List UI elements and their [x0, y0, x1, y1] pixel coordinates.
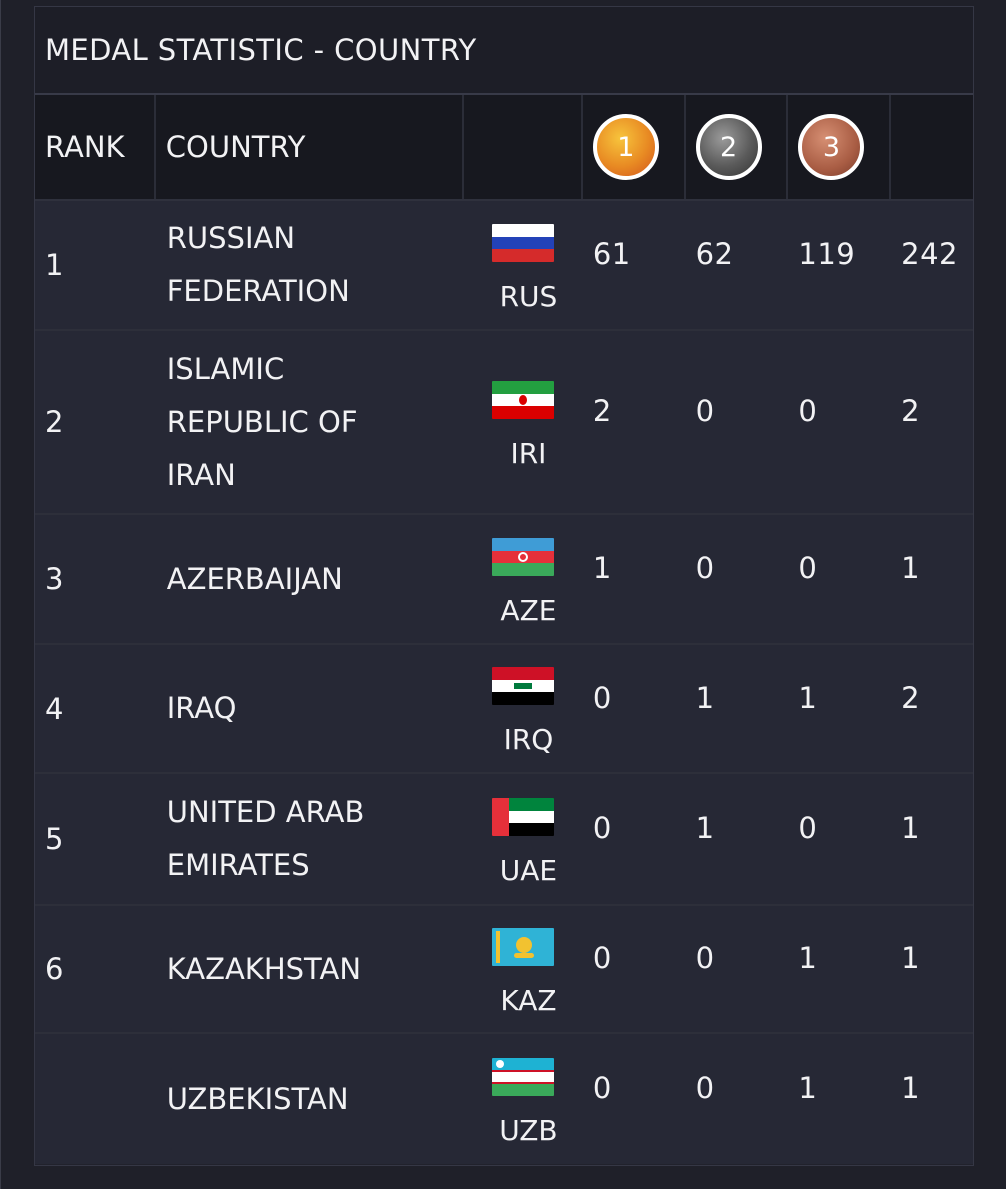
silver-count: 0 [695, 1071, 715, 1105]
total-count: 1 [901, 811, 921, 845]
table-row[interactable]: 6 KAZAKHSTAN KAZ 0 0 1 1 [35, 906, 973, 1034]
flag-cell: UAE [464, 774, 583, 904]
kazakhstan-flag-icon [492, 927, 555, 966]
bronze-count: 0 [798, 551, 818, 585]
country-header-label: COUNTRY [165, 130, 306, 164]
gold-medal-icon: 1 [592, 114, 659, 180]
silver-header[interactable]: 2 [686, 95, 789, 199]
flag-header [464, 95, 583, 199]
iraq-flag-icon [492, 667, 555, 705]
country-cell: UZBEKISTAN [156, 1034, 464, 1164]
bronze-count: 0 [798, 811, 818, 845]
country-code: IRQ [503, 723, 554, 756]
silver-count: 0 [695, 551, 715, 585]
medal-statistic-panel: MEDAL STATISTIC - COUNTRY RANK COUNTRY 1… [34, 6, 974, 1166]
gold-count: 2 [592, 394, 612, 428]
country-name: RUSSIAN FEDERATION [166, 221, 350, 308]
table-row[interactable]: 4 IRAQ IRQ 0 1 1 2 [35, 645, 973, 774]
silver-count: 1 [695, 680, 715, 715]
bronze-medal-icon: 3 [798, 114, 865, 180]
flag-cell: RUS [464, 201, 583, 329]
flag-cell: KAZ [464, 906, 583, 1032]
rank-cell: 1 [45, 248, 64, 282]
rank-header-label: RANK [45, 130, 125, 164]
bronze-count: 119 [798, 237, 856, 271]
rank-cell: 6 [45, 952, 64, 986]
rank-cell: 5 [45, 822, 64, 856]
country-cell: ISLAMIC REPUBLIC OF IRAN [156, 331, 464, 513]
table-row[interactable]: 1 RUSSIAN FEDERATION RUS 61 62 119 242 [35, 201, 973, 331]
table-row[interactable]: 2 ISLAMIC REPUBLIC OF IRAN IRI 2 0 0 2 [35, 331, 973, 515]
country-name: IRAQ [166, 691, 237, 725]
bronze-count: 1 [798, 1071, 818, 1105]
rank-header[interactable]: RANK [35, 95, 156, 199]
total-header[interactable] [891, 95, 973, 199]
silver-medal-icon: 2 [695, 114, 762, 180]
country-cell: IRAQ [156, 645, 464, 772]
country-code: IRI [510, 436, 547, 470]
country-name: AZERBAIJAN [166, 561, 343, 596]
bronze-count: 1 [798, 680, 818, 715]
table-row[interactable]: 3 AZERBAIJAN AZE 1 0 0 1 [35, 515, 973, 645]
rank-cell: 4 [45, 691, 64, 726]
silver-count: 0 [695, 394, 715, 428]
country-header[interactable]: COUNTRY [156, 95, 465, 199]
country-name: KAZAKHSTAN [166, 951, 362, 986]
rank-cell: 2 [45, 405, 64, 439]
gold-count: 0 [592, 1071, 612, 1105]
country-code: KAZ [500, 983, 557, 1017]
azerbaijan-flag-icon [492, 537, 555, 576]
panel-title: MEDAL STATISTIC - COUNTRY [35, 7, 973, 95]
gold-count: 61 [592, 237, 631, 271]
rank-cell [35, 1034, 156, 1164]
gold-count: 0 [592, 811, 612, 845]
gold-header[interactable]: 1 [583, 95, 686, 199]
flag-cell: UZB [464, 1034, 583, 1164]
uae-flag-icon [492, 797, 555, 836]
total-count: 2 [901, 680, 921, 715]
country-code: RUS [499, 279, 558, 313]
table-header: RANK COUNTRY 1 2 3 [35, 95, 973, 201]
silver-count: 0 [695, 941, 715, 975]
flag-cell: AZE [464, 515, 583, 643]
country-name: UZBEKISTAN [166, 1081, 349, 1116]
gold-count: 0 [592, 680, 612, 715]
country-cell: RUSSIAN FEDERATION [156, 201, 464, 329]
total-count: 2 [901, 394, 921, 428]
country-code: UAE [499, 853, 558, 887]
country-cell: UNITED ARAB EMIRATES [156, 774, 464, 904]
country-name: UNITED ARAB EMIRATES [166, 795, 365, 882]
gold-count: 1 [592, 551, 612, 585]
uzbekistan-flag-icon [492, 1057, 555, 1096]
total-count: 1 [901, 551, 921, 585]
country-cell: AZERBAIJAN [156, 515, 464, 643]
country-code: UZB [499, 1113, 558, 1147]
russia-flag-icon [492, 223, 555, 262]
total-count: 1 [901, 941, 921, 975]
bronze-count: 1 [798, 941, 818, 975]
table-row[interactable]: UZBEKISTAN UZB 0 0 1 1 [35, 1034, 973, 1164]
silver-count: 62 [695, 237, 734, 271]
table-row[interactable]: 5 UNITED ARAB EMIRATES UAE 0 1 0 1 [35, 774, 973, 906]
iran-flag-icon [492, 380, 555, 419]
silver-count: 1 [695, 811, 715, 845]
total-count: 1 [901, 1071, 921, 1105]
country-name: ISLAMIC REPUBLIC OF IRAN [166, 351, 358, 492]
bronze-header[interactable]: 3 [788, 95, 892, 199]
bronze-count: 0 [798, 394, 818, 428]
country-code: AZE [500, 593, 557, 627]
gold-count: 0 [592, 941, 612, 975]
total-count: 242 [901, 237, 959, 271]
flag-cell: IRI [464, 331, 583, 513]
country-cell: KAZAKHSTAN [156, 906, 464, 1032]
flag-cell: IRQ [464, 645, 583, 772]
rank-cell: 3 [45, 562, 64, 596]
